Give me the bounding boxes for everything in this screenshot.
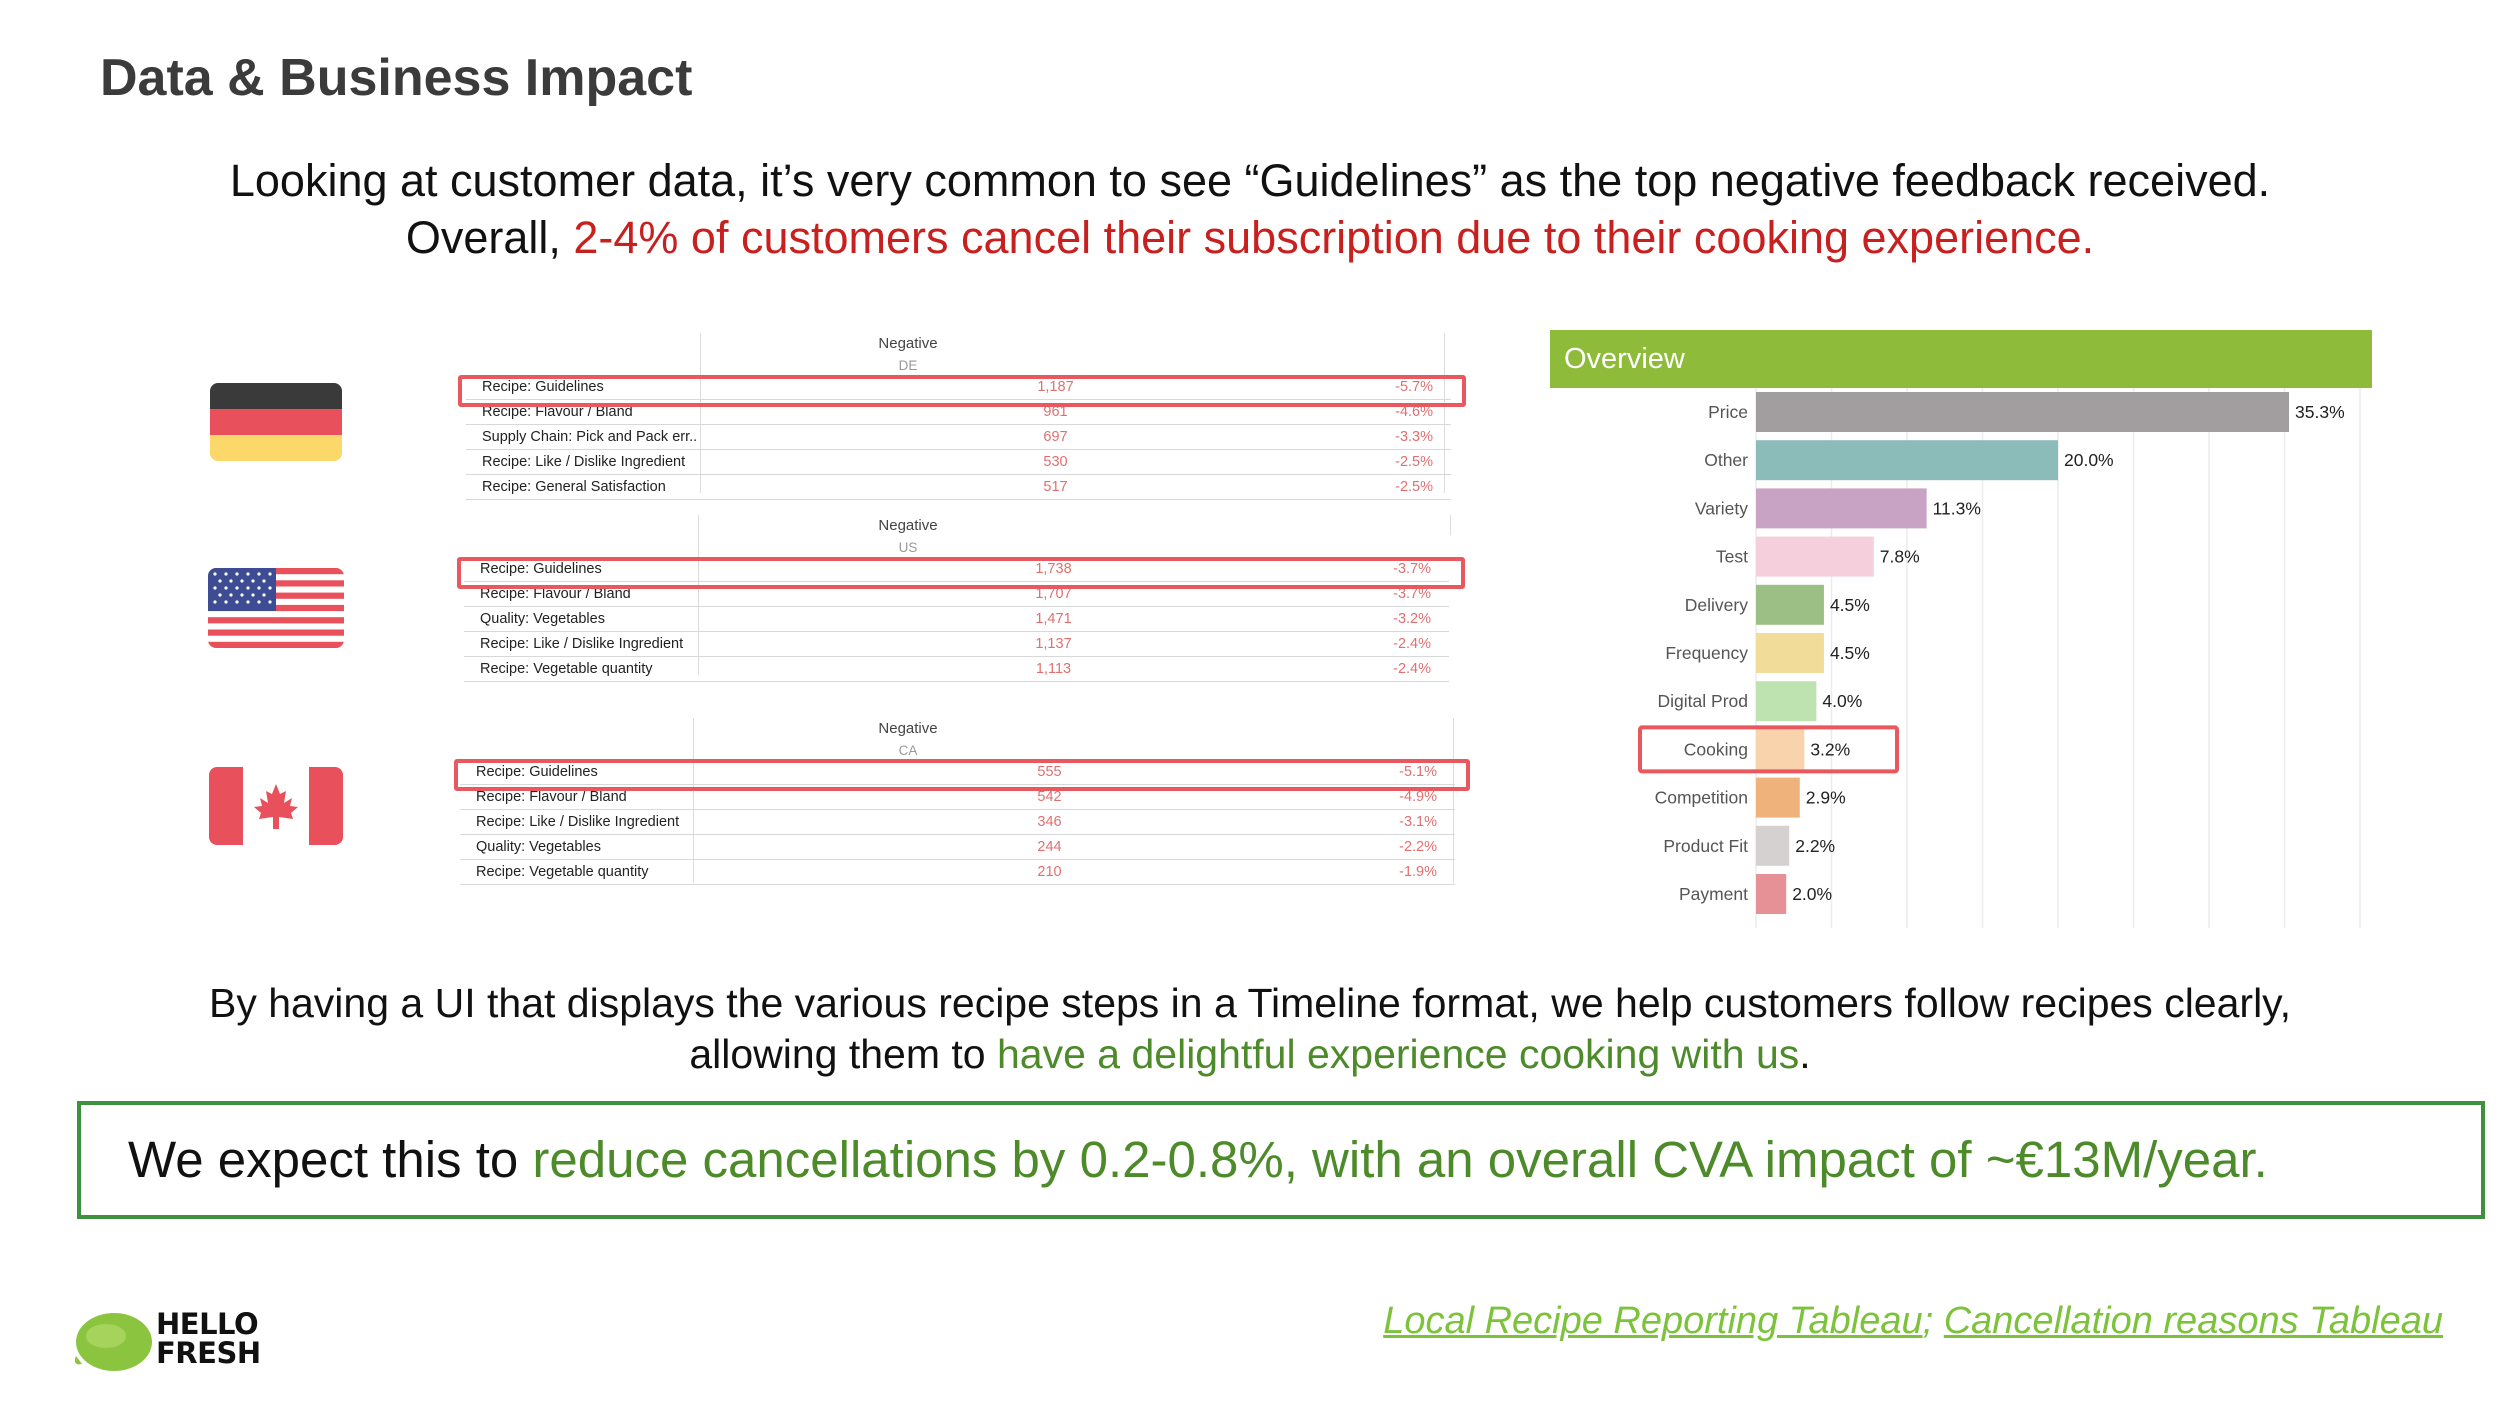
category-label: Variety: [1695, 498, 1748, 518]
table-row: Recipe: Like / Dislike Ingredient 346 -3.1…: [460, 810, 1455, 835]
intro-text-2: Overall,: [405, 212, 574, 263]
feedback-table-ca: Negative CA Recipe: Guidelines 555 -5.1% Re…: [454, 718, 1470, 888]
value-label: 11.3%: [1933, 498, 1981, 518]
table-header: Negative US: [702, 517, 1114, 555]
table-row: Recipe: Vegetable quantity 1,113 -2.4%: [464, 657, 1449, 682]
sources: Local Recipe Reporting Tableau; Cancella…: [1383, 1300, 2443, 1343]
intro-emphasis: top negative feedback received.: [1634, 155, 2271, 206]
intro-cancel-stat: 2-4% of customers cancel their subscript…: [573, 212, 2095, 263]
body-period: .: [1799, 1031, 1811, 1077]
value-label: 2.2%: [1795, 836, 1835, 856]
cancellation-reasons-chart: Price 35.3% Other 20.0% Variety 11.3% Test 7.8%…: [1638, 388, 2361, 928]
value-label: 2.9%: [1806, 788, 1846, 808]
lime-icon: [74, 1313, 152, 1371]
table-row: Quality: Vegetables 244 -2.2%: [460, 835, 1455, 860]
category-label: Product Fit: [1663, 836, 1748, 856]
intro-line-2: Overall, 2-4% of customers cancel their …: [0, 212, 2500, 264]
intro-text: Looking at customer data, it’s very comm…: [229, 155, 1635, 206]
table-row: Recipe: Guidelines 1,187 -5.7%: [466, 375, 1451, 400]
table-row: Recipe: General Satisfaction 517 -2.5%: [466, 475, 1451, 500]
bar-other: [1756, 440, 2058, 481]
body-line-2: allowing them to have a delightful exper…: [0, 1031, 2500, 1078]
category-label: Test: [1716, 547, 1748, 567]
bar-frequency: [1756, 633, 1824, 673]
impact-statement: We expect this to reduce cancellations b…: [128, 1130, 2268, 1189]
impact-text: We expect this to: [128, 1131, 533, 1188]
bar-price: [1756, 392, 2290, 432]
sources-separator: ;: [1922, 1300, 1944, 1342]
feedback-table-us: Negative US Recipe: Guidelines 1,738 -3.7% …: [457, 515, 1465, 682]
guidelines-highlight-box: [457, 557, 1465, 589]
table-row: Recipe: Guidelines 555 -5.1%: [460, 760, 1455, 785]
table-row: Recipe: Vegetable quantity 210 -1.9%: [460, 860, 1455, 885]
table-row: Recipe: Like / Dislike Ingredient 1,137 -2…: [464, 632, 1449, 657]
bar-test: [1756, 536, 1874, 577]
category-label: Competition: [1655, 788, 1748, 808]
table-header: Negative DE: [702, 335, 1114, 373]
category-label: Other: [1704, 450, 1748, 470]
table-row: Quality: Vegetables 1,471 -3.2%: [464, 607, 1449, 632]
chart-title: Overview: [1550, 330, 2372, 388]
table-row: Supply Chain: Pick and Pack err.. 697 -3.3…: [466, 425, 1451, 450]
bar-delivery: [1756, 584, 1824, 625]
category-label: Digital Prod: [1658, 691, 1748, 711]
cancellation-reasons-link[interactable]: Cancellation reasons Tableau: [1943, 1300, 2443, 1342]
body-line-1: By having a UI that displays the various…: [208, 980, 2292, 1026]
table-row: Recipe: Flavour / Bland 1,707 -3.7%: [464, 582, 1449, 607]
category-label: Delivery: [1685, 595, 1748, 615]
category-label: Frequency: [1665, 643, 1748, 663]
usa-flag-icon: [208, 568, 344, 648]
bar-digital-prod: [1756, 681, 1817, 722]
table-row: Recipe: Flavour / Bland 542 -4.9%: [460, 785, 1455, 810]
category-label: Price: [1708, 402, 1748, 422]
bar-cooking: [1756, 729, 1805, 770]
hellofresh-logo: HELLO FRESH: [70, 1306, 290, 1374]
table-row: Recipe: Flavour / Bland 961 -4.6%: [466, 400, 1451, 425]
impact-emphasis: reduce cancellations by 0.2-0.8%, with a…: [532, 1131, 2268, 1188]
value-label: 7.8%: [1880, 547, 1920, 567]
body-text: allowing them to: [689, 1031, 997, 1077]
cooking-highlight-box: [1638, 725, 1899, 774]
category-label: Cooking: [1684, 739, 1748, 759]
value-label: 4.5%: [1830, 595, 1870, 615]
intro-line-1: Looking at customer data, it’s very comm…: [0, 155, 2500, 207]
country-code: DE: [898, 358, 918, 373]
value-label: 4.0%: [1822, 691, 1862, 711]
value-label: 2.0%: [1792, 884, 1832, 904]
value-label: 4.5%: [1830, 643, 1870, 663]
impact-box: [77, 1101, 2485, 1219]
logo-text-fresh: FRESH: [156, 1336, 261, 1370]
table-row: Recipe: Like / Dislike Ingredient 530 -2.5…: [466, 450, 1451, 475]
bar-product-fit: [1756, 825, 1790, 866]
local-recipe-reporting-link[interactable]: Local Recipe Reporting Tableau: [1383, 1300, 1923, 1342]
guidelines-highlight-box: [454, 759, 1470, 791]
value-label: 35.3%: [2295, 402, 2345, 422]
table-row: Recipe: Guidelines 1,738 -3.7%: [464, 557, 1449, 582]
country-code: US: [898, 540, 918, 555]
bar-competition: [1756, 777, 1800, 818]
table-header: Negative CA: [702, 720, 1114, 758]
page-title: Data & Business Impact: [100, 49, 693, 107]
bar-variety: [1756, 488, 1927, 529]
value-label: 3.2%: [1810, 739, 1850, 759]
category-label: Payment: [1679, 884, 1748, 904]
body-emphasis: have a delightful experience cooking wit…: [996, 1031, 1800, 1077]
guidelines-highlight-box: [458, 375, 1466, 407]
feedback-table-de: Negative DE Recipe: Guidelines 1,187 -5.7% …: [458, 333, 1466, 500]
bar-payment: [1756, 874, 1787, 914]
country-code: CA: [898, 743, 918, 758]
canada-flag-icon: [209, 767, 343, 845]
germany-flag-icon: [210, 383, 342, 461]
value-label: 20.0%: [2064, 450, 2114, 470]
logo-text-hello: HELLO: [156, 1307, 259, 1341]
